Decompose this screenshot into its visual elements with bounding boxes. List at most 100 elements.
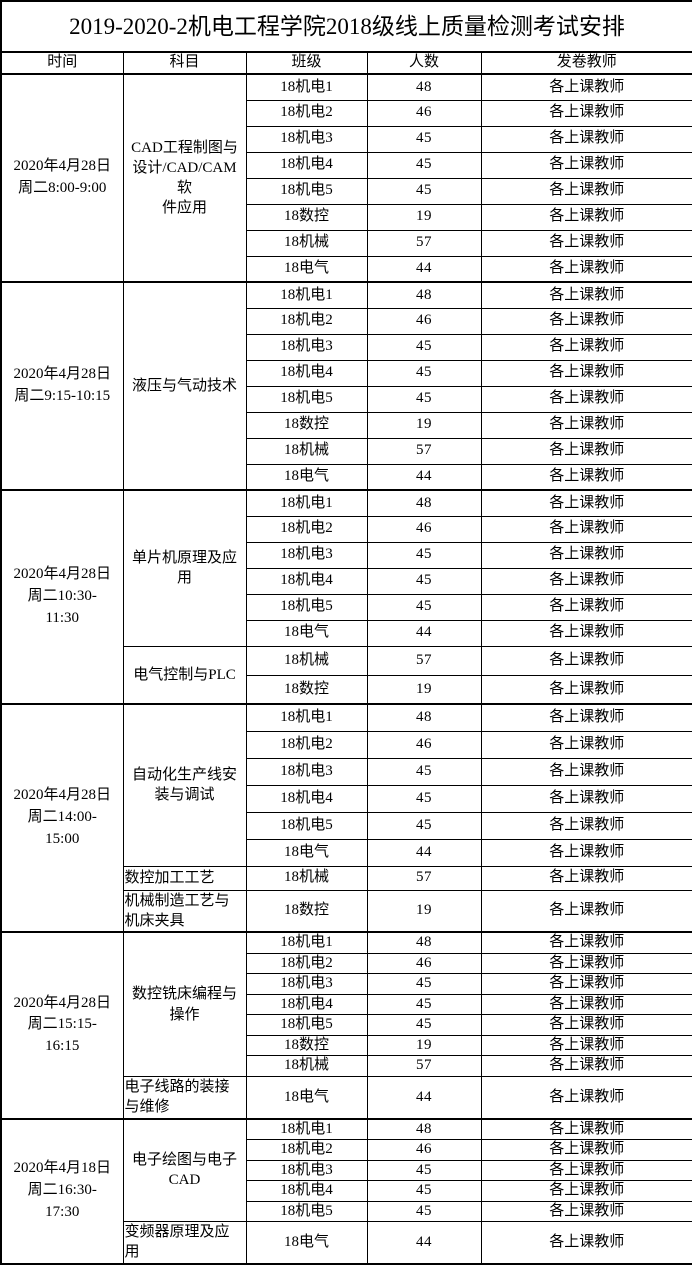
schedule-row: 18机电5 45 各上课教师 xyxy=(1,1014,692,1036)
teacher-cell: 各上课教师 xyxy=(480,515,692,543)
count-cell: 45 xyxy=(366,1014,482,1036)
time-cell: 2020年4月28日 周二8:00-9:00 xyxy=(0,73,124,283)
count-cell: 46 xyxy=(366,952,482,974)
teacher-cell: 各上课教师 xyxy=(480,931,692,954)
count-cell: 19 xyxy=(366,411,482,439)
count-cell: 44 xyxy=(366,1221,482,1264)
class-cell: 18机电5 xyxy=(245,593,368,621)
count-cell: 45 xyxy=(366,359,482,387)
teacher-cell: 各上课教师 xyxy=(480,952,692,974)
class-cell: 18电气 xyxy=(245,619,368,647)
schedule-row: 18电气 44 各上课教师 xyxy=(1,838,692,867)
class-cell: 18机电4 xyxy=(245,784,368,813)
class-cell: 18机电3 xyxy=(245,1159,368,1181)
class-cell: 18机电5 xyxy=(245,1014,368,1036)
class-cell: 18机电4 xyxy=(245,993,368,1015)
class-cell: 18机械 xyxy=(245,645,368,676)
header-row: 时间 科目 班级 人数 发卷教师 xyxy=(0,51,692,75)
schedule-row: 18机械 57 各上课教师 xyxy=(1,1055,692,1077)
teacher-cell: 各上课教师 xyxy=(480,703,692,732)
class-cell: 18机电3 xyxy=(245,333,368,361)
teacher-cell: 各上课教师 xyxy=(480,973,692,995)
subject-cell: 数控铣床编程与 操作 xyxy=(122,931,247,1077)
count-cell: 46 xyxy=(366,1139,482,1161)
class-cell: 18机电3 xyxy=(245,125,368,153)
count-cell: 48 xyxy=(366,489,482,517)
schedule-row: 18机电4 45 各上课教师 xyxy=(1,359,692,387)
time-cell: 2020年4月18日 周二16:30- 17:30 xyxy=(0,1117,124,1264)
class-cell: 18机械 xyxy=(245,1055,368,1077)
class-cell: 18机电2 xyxy=(245,99,368,127)
teacher-cell: 各上课教师 xyxy=(480,1180,692,1202)
class-cell: 18机电1 xyxy=(245,489,368,517)
count-cell: 48 xyxy=(366,931,482,954)
schedule-row: 18机电3 45 各上课教师 xyxy=(1,973,692,995)
schedule-row: 18机电5 45 各上课教师 xyxy=(1,177,692,205)
count-cell: 44 xyxy=(366,255,482,283)
col-header-time: 时间 xyxy=(0,51,124,75)
time-cell: 2020年4月28日 周二9:15-10:15 xyxy=(0,281,124,491)
teacher-cell: 各上课教师 xyxy=(480,865,692,891)
count-cell: 48 xyxy=(366,703,482,732)
col-header-subject: 科目 xyxy=(122,51,247,75)
class-cell: 18数控 xyxy=(245,889,368,933)
schedule-row: 18数控 19 各上课教师 xyxy=(1,411,692,439)
teacher-cell: 各上课教师 xyxy=(480,1055,692,1077)
teacher-cell: 各上课教师 xyxy=(480,1139,692,1161)
class-cell: 18电气 xyxy=(245,838,368,867)
count-cell: 48 xyxy=(366,1117,482,1140)
teacher-cell: 各上课教师 xyxy=(480,1076,692,1119)
class-cell: 18数控 xyxy=(245,674,368,705)
count-cell: 19 xyxy=(366,203,482,231)
count-cell: 57 xyxy=(366,229,482,257)
time-cell: 2020年4月28日 周二15:15- 16:15 xyxy=(0,931,124,1119)
count-cell: 45 xyxy=(366,784,482,813)
count-cell: 45 xyxy=(366,151,482,179)
teacher-cell: 各上课教师 xyxy=(480,151,692,179)
class-cell: 18数控 xyxy=(245,411,368,439)
schedule-row: 18数控 19 各上课教师 xyxy=(1,674,692,705)
teacher-cell: 各上课教师 xyxy=(480,437,692,465)
count-cell: 19 xyxy=(366,674,482,705)
teacher-cell: 各上课教师 xyxy=(480,541,692,569)
teacher-cell: 各上课教师 xyxy=(480,1159,692,1181)
teacher-cell: 各上课教师 xyxy=(480,567,692,595)
teacher-cell: 各上课教师 xyxy=(480,645,692,676)
count-cell: 44 xyxy=(366,838,482,867)
count-cell: 45 xyxy=(366,811,482,840)
teacher-cell: 各上课教师 xyxy=(480,784,692,813)
subject-cell: 单片机原理及应 用 xyxy=(122,489,247,647)
class-cell: 18机电1 xyxy=(245,931,368,954)
teacher-cell: 各上课教师 xyxy=(480,593,692,621)
teacher-cell: 各上课教师 xyxy=(480,1221,692,1264)
teacher-cell: 各上课教师 xyxy=(480,333,692,361)
count-cell: 19 xyxy=(366,1034,482,1056)
count-cell: 46 xyxy=(366,730,482,759)
class-cell: 18机电4 xyxy=(245,567,368,595)
schedule-row: 18机电4 45 各上课教师 xyxy=(1,1180,692,1202)
count-cell: 46 xyxy=(366,99,482,127)
col-header-class: 班级 xyxy=(245,51,368,75)
teacher-cell: 各上课教师 xyxy=(480,889,692,933)
col-header-teacher: 发卷教师 xyxy=(480,51,692,75)
class-cell: 18机电2 xyxy=(245,730,368,759)
class-cell: 18机电2 xyxy=(245,952,368,974)
schedule-row: 18机电5 45 各上课教师 xyxy=(1,1200,692,1222)
count-cell: 45 xyxy=(366,1180,482,1202)
schedule-row: 18数控 19 各上课教师 xyxy=(1,203,692,231)
class-cell: 18电气 xyxy=(245,463,368,491)
schedule-row: 18机电2 46 各上课教师 xyxy=(1,307,692,335)
class-cell: 18机械 xyxy=(245,437,368,465)
count-cell: 57 xyxy=(366,437,482,465)
count-cell: 48 xyxy=(366,73,482,101)
col-header-count: 人数 xyxy=(366,51,482,75)
teacher-cell: 各上课教师 xyxy=(480,811,692,840)
class-cell: 18数控 xyxy=(245,203,368,231)
class-cell: 18机电4 xyxy=(245,359,368,387)
count-cell: 48 xyxy=(366,281,482,309)
count-cell: 45 xyxy=(366,993,482,1015)
teacher-cell: 各上课教师 xyxy=(480,203,692,231)
schedule-row: 电子线路的装接 与维修 18电气 44 各上课教师 xyxy=(1,1076,692,1119)
teacher-cell: 各上课教师 xyxy=(480,619,692,647)
class-cell: 18机电3 xyxy=(245,757,368,786)
